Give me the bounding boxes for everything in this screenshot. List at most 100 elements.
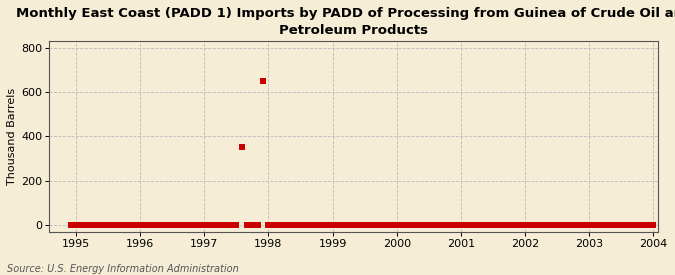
Text: Source: U.S. Energy Information Administration: Source: U.S. Energy Information Administ… — [7, 264, 238, 274]
Point — [188, 223, 199, 227]
Point — [493, 223, 504, 227]
Point — [263, 223, 274, 227]
Point — [418, 223, 429, 227]
Point — [386, 223, 397, 227]
Point — [322, 223, 333, 227]
Title: Monthly East Coast (PADD 1) Imports by PADD of Processing from Guinea of Crude O: Monthly East Coast (PADD 1) Imports by P… — [16, 7, 675, 37]
Point — [487, 223, 498, 227]
Point — [108, 223, 119, 227]
Point — [514, 223, 525, 227]
Point — [589, 223, 600, 227]
Point — [546, 223, 557, 227]
Point — [161, 223, 172, 227]
Point — [151, 223, 162, 227]
Point — [295, 223, 306, 227]
Point — [242, 223, 252, 227]
Point — [333, 223, 344, 227]
Point — [183, 223, 194, 227]
Point — [113, 223, 124, 227]
Point — [317, 223, 327, 227]
Point — [194, 223, 205, 227]
Point — [327, 223, 338, 227]
Point — [124, 223, 135, 227]
Point — [605, 223, 616, 227]
Point — [599, 223, 610, 227]
Point — [87, 223, 98, 227]
Point — [632, 223, 643, 227]
Point — [535, 223, 546, 227]
Point — [434, 223, 445, 227]
Point — [348, 223, 359, 227]
Point — [82, 223, 92, 227]
Point — [65, 223, 76, 227]
Point — [178, 223, 188, 227]
Point — [215, 223, 225, 227]
Point — [568, 223, 578, 227]
Point — [306, 223, 317, 227]
Point — [595, 223, 605, 227]
Point — [439, 223, 450, 227]
Point — [610, 223, 621, 227]
Point — [584, 223, 595, 227]
Point — [172, 223, 183, 227]
Point — [205, 223, 215, 227]
Point — [76, 223, 87, 227]
Point — [461, 223, 472, 227]
Y-axis label: Thousand Barrels: Thousand Barrels — [7, 88, 17, 185]
Point — [354, 223, 364, 227]
Point — [482, 223, 493, 227]
Point — [471, 223, 482, 227]
Point — [551, 223, 562, 227]
Point — [450, 223, 461, 227]
Point — [103, 223, 113, 227]
Point — [402, 223, 413, 227]
Point — [557, 223, 568, 227]
Point — [140, 223, 151, 227]
Point — [525, 223, 536, 227]
Point — [279, 223, 290, 227]
Point — [359, 223, 370, 227]
Point — [375, 223, 386, 227]
Point — [199, 223, 210, 227]
Point — [290, 223, 300, 227]
Point — [423, 223, 434, 227]
Point — [274, 223, 285, 227]
Point — [509, 223, 520, 227]
Point — [637, 223, 648, 227]
Point — [498, 223, 509, 227]
Point — [397, 223, 408, 227]
Point — [343, 223, 354, 227]
Point — [71, 223, 82, 227]
Point — [578, 223, 589, 227]
Point — [531, 223, 541, 227]
Point — [119, 223, 130, 227]
Point — [236, 145, 247, 150]
Point — [252, 223, 263, 227]
Point — [648, 223, 659, 227]
Point — [231, 223, 242, 227]
Point — [520, 223, 531, 227]
Point — [311, 223, 322, 227]
Point — [269, 223, 279, 227]
Point — [616, 223, 626, 227]
Point — [407, 223, 418, 227]
Point — [300, 223, 311, 227]
Point — [247, 223, 258, 227]
Point — [338, 223, 349, 227]
Point — [573, 223, 584, 227]
Point — [466, 223, 477, 227]
Point — [225, 223, 236, 227]
Point — [92, 223, 103, 227]
Point — [364, 223, 375, 227]
Point — [626, 223, 637, 227]
Point — [284, 223, 295, 227]
Point — [220, 223, 231, 227]
Point — [370, 223, 381, 227]
Point — [130, 223, 140, 227]
Point — [258, 79, 269, 83]
Point — [504, 223, 514, 227]
Point — [412, 223, 423, 227]
Point — [445, 223, 456, 227]
Point — [135, 223, 146, 227]
Point — [156, 223, 167, 227]
